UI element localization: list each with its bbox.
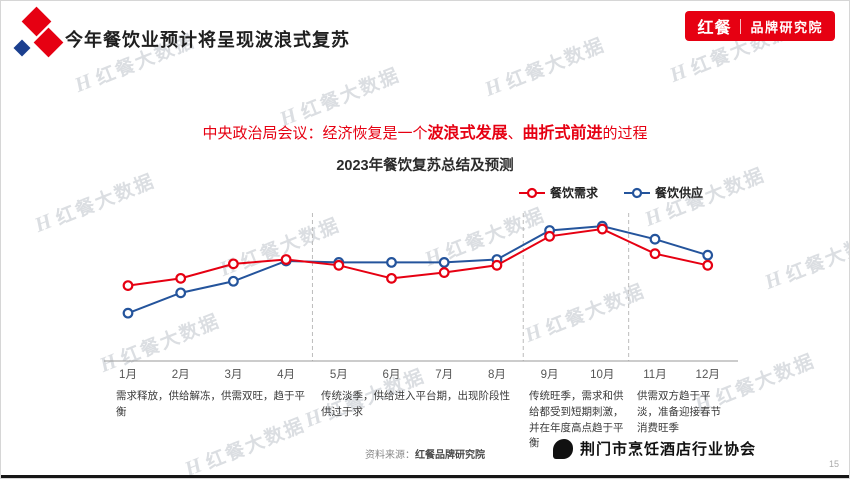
hongcan-logo-diamonds — [11, 6, 64, 59]
x-tick-label: 2月 — [172, 369, 190, 381]
brand-badge-divider — [740, 18, 742, 34]
legend-marker-icon — [519, 187, 545, 198]
association-logo — [553, 438, 573, 459]
series-point — [491, 259, 503, 271]
hongcan-logo-glyph: H — [30, 207, 57, 238]
legend-item: 餐饮需求 — [519, 184, 598, 201]
legend-label: 餐饮需求 — [550, 186, 599, 200]
x-tick-label: 3月 — [224, 369, 242, 381]
series-point — [227, 275, 239, 287]
series-point — [438, 257, 450, 268]
x-tick-label: 11月 — [643, 369, 666, 381]
brand-badge: 红餐 品牌研究院 — [685, 11, 835, 41]
brand-badge-unit: 品牌研究院 — [750, 19, 823, 35]
x-tick-label: 1月 — [119, 369, 137, 381]
diamond-icon — [13, 39, 31, 57]
series-line — [127, 225, 708, 315]
series-point — [280, 254, 292, 265]
chart-title: 2023年餐饮复苏总结及预测 — [336, 158, 514, 174]
watermark-text: 红餐大数据 — [298, 64, 404, 124]
watermark-text: 红餐大数据 — [503, 34, 609, 94]
hongcan-logo-glyph: H — [70, 67, 97, 98]
series-line — [127, 228, 708, 287]
hongcan-logo-glyph: H — [480, 71, 507, 102]
x-tick-label: 9月 — [541, 369, 559, 381]
brand-badge-name: 红餐 — [697, 20, 732, 37]
series-point — [438, 267, 450, 278]
segment-annotation: 传统淡季，供给进入平台期，出现阶段性供过于求 — [321, 390, 510, 418]
subtitle-bold-1: 波浪式发展 — [427, 125, 508, 142]
hongcan-logo-glyph: H — [760, 264, 787, 295]
subtitle-separator: 、 — [507, 125, 523, 142]
hongcan-logo-glyph: H — [665, 57, 692, 88]
x-tick-label: 4月 — [277, 369, 295, 381]
segment-annotation: 供需双方趋于平淡，准备迎接春节消费旺季 — [637, 390, 721, 434]
x-tick-label: 12月 — [696, 369, 720, 381]
x-tick-label: 7月 — [435, 369, 453, 381]
segment-annotation: 传统旺季，需求和供给都受到短期刺激，并在年度高点趋于平衡 — [529, 390, 624, 450]
series-point — [175, 272, 187, 284]
series-point — [122, 280, 134, 291]
x-tick-label: 10月 — [590, 369, 614, 381]
source-label: 资料来源： — [365, 450, 415, 461]
subtitle-suffix: 的过程 — [602, 125, 648, 142]
series-point — [649, 233, 661, 245]
x-tick-label: 5月 — [330, 369, 348, 381]
subtitle-prefix: 中央政治局会议：经济恢复是一个 — [202, 125, 428, 142]
source-value: 红餐品牌研究院 — [415, 450, 485, 461]
series-point — [122, 307, 134, 319]
series-point — [386, 272, 397, 284]
series-point — [544, 230, 556, 242]
page-number: 15 — [828, 459, 839, 469]
series-point — [227, 258, 239, 270]
series-point — [333, 259, 345, 271]
page-title: 今年餐饮业预计将呈现波浪式复苏 — [65, 30, 350, 50]
x-tick-label: 6月 — [383, 369, 401, 381]
recovery-chart-svg: 1月 2月 3月 4月 5月 6月 7月 8月 9月 10月 11月 12月 — [104, 213, 738, 381]
series-point — [386, 257, 397, 268]
x-tick-label: 8月 — [488, 369, 506, 381]
series-point — [649, 248, 661, 260]
legend-marker-icon — [624, 187, 651, 198]
chart-legend: 餐饮需求 餐饮供应 — [519, 184, 703, 201]
legend-item: 餐饮供应 — [624, 184, 703, 201]
series-point — [596, 223, 608, 235]
series-point — [702, 249, 714, 261]
series-point — [175, 287, 187, 299]
segment-annotation: 需求释放，供给解冻，供需双旺，趋于平衡 — [116, 390, 305, 418]
association-overlay: 荆门市烹饪酒店行业协会 — [553, 438, 756, 459]
subtitle: 中央政治局会议：经济恢复是一个波浪式发展、曲折式前进的过程 — [1, 119, 849, 143]
association-name: 荆门市烹饪酒店行业协会 — [580, 441, 757, 458]
subtitle-bold-2: 曲折式前进 — [522, 125, 603, 142]
data-source: 资料来源：红餐品牌研究院 — [1, 446, 849, 461]
watermark-text: 红餐大数据 — [783, 227, 850, 287]
bottom-border-bar — [1, 475, 849, 478]
chart-area: 1月 2月 3月 4月 5月 6月 7月 8月 9月 10月 11月 12月 — [96, 201, 746, 386]
series-point — [702, 259, 714, 271]
legend-label: 餐饮供应 — [655, 186, 704, 200]
